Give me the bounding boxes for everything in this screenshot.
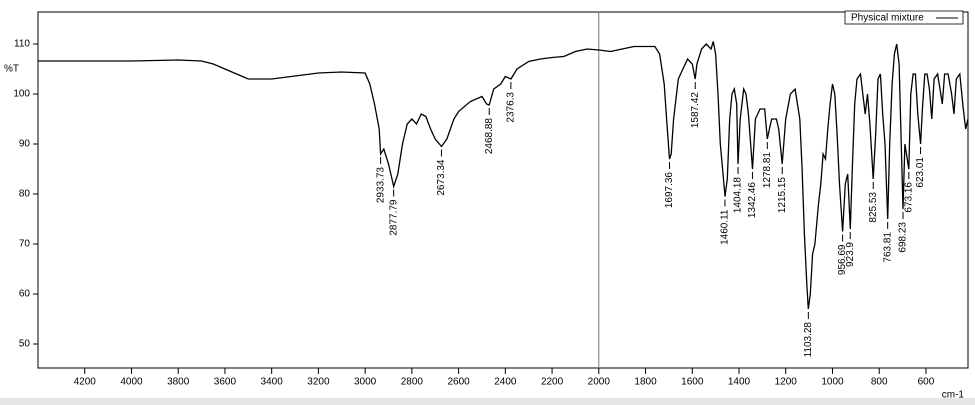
x-tick-label: 4000	[120, 377, 143, 388]
peak-label: 2376.3	[506, 92, 517, 123]
x-tick-label: 3400	[261, 377, 284, 388]
y-tick-label: 70	[19, 239, 31, 250]
legend-box	[844, 10, 964, 25]
x-tick-label: 600	[918, 377, 935, 388]
peak-label: 1587.42	[690, 92, 701, 129]
legend-label: Physical mixture	[851, 13, 924, 24]
x-tick-label: 1600	[681, 377, 704, 388]
x-tick-label: 2800	[401, 377, 424, 388]
peak-label: 956.69	[837, 244, 848, 275]
y-axis-label: %T	[4, 64, 19, 75]
y-tick-label: 80	[19, 189, 31, 200]
y-tick-label: 90	[19, 139, 31, 150]
peak-label: 1215.15	[777, 177, 788, 214]
peak-label: 1460.11	[720, 209, 731, 245]
scrollbar	[0, 398, 975, 405]
y-tick-label: 100	[13, 89, 30, 100]
peak-label: 923.9	[845, 242, 856, 267]
spectrum-line	[38, 41, 969, 310]
x-tick-label: 2400	[494, 377, 517, 388]
peak-label: 2468.88	[484, 118, 495, 155]
peak-label: 1278.81	[762, 152, 773, 189]
x-tick-label: 3600	[214, 377, 237, 388]
peak-label: 623.01	[915, 157, 926, 188]
peak-label: 2673.34	[436, 159, 447, 196]
y-tick-label: 60	[19, 289, 31, 300]
x-tick-label: 1200	[775, 377, 798, 388]
x-tick-label: 3200	[307, 377, 330, 388]
peak-label: 1697.36	[664, 172, 675, 209]
y-tick-label: 110	[14, 39, 30, 50]
peak-label: 1404.18	[733, 177, 744, 214]
peak-label: 673.16	[903, 182, 914, 213]
x-tick-label: 2600	[447, 377, 470, 388]
x-tick-label: 1400	[728, 377, 751, 388]
peak-label: 763.81	[882, 232, 893, 263]
x-tick-label: 3800	[167, 377, 190, 388]
peak-label: 825.53	[868, 192, 879, 223]
x-tick-label: 1000	[821, 377, 844, 388]
peak-label: 698.23	[898, 222, 909, 253]
x-tick-label: 4200	[74, 377, 97, 388]
x-tick-label: 2200	[541, 377, 564, 388]
peak-label: 1342.46	[747, 182, 758, 219]
x-tick-label: 800	[871, 377, 888, 388]
plot-frame	[37, 11, 969, 369]
x-tick-label: 2000	[588, 377, 611, 388]
peak-label: 2933.73	[375, 167, 386, 204]
x-tick-label: 3000	[354, 377, 377, 388]
peak-label: 1103.28	[803, 322, 814, 358]
y-tick-label: 50	[19, 339, 31, 350]
x-tick-label: 1800	[634, 377, 657, 388]
peak-label: 2877.79	[388, 199, 399, 236]
x-axis-label: cm-1	[942, 390, 965, 401]
